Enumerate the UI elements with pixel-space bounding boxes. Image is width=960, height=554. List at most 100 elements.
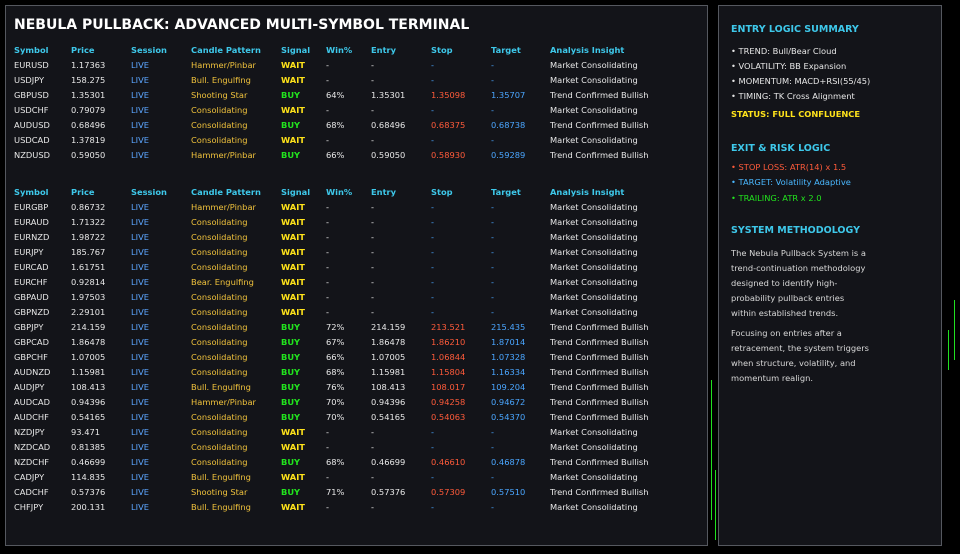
table-cell: 0.46610 [431, 457, 466, 467]
table-cell: - [491, 60, 494, 70]
table-cell: 76% [326, 382, 345, 392]
table-cell: - [371, 202, 374, 212]
table-cell: - [491, 472, 494, 482]
table-cell: - [431, 75, 434, 85]
table-cell: - [491, 442, 494, 452]
table-cell: NZDCAD [14, 442, 51, 452]
table-cell: GBPJPY [14, 322, 44, 332]
table-cell: CHFJPY [14, 502, 44, 512]
table-cell: 0.54063 [431, 412, 466, 422]
table-cell: Consolidating [191, 412, 248, 422]
table-cell: - [431, 502, 434, 512]
table-cell: BUY [281, 337, 301, 347]
table-cell: - [371, 232, 374, 242]
table-cell: Trend Confirmed Bullish [550, 90, 649, 100]
logic-item: • MOMENTUM: MACD+RSI(55/45) [731, 76, 871, 86]
table-cell: LIVE [131, 367, 149, 377]
table-cell: WAIT [281, 105, 305, 115]
table-cell: Consolidating [191, 352, 248, 362]
table-cell: EURJPY [14, 247, 44, 257]
column-header: Price [71, 45, 95, 55]
table-cell: LIVE [131, 90, 149, 100]
table-cell: - [491, 232, 494, 242]
table-cell: 0.57376 [71, 487, 106, 497]
table-cell: EURCHF [14, 277, 48, 287]
table-cell: 1.16334 [491, 367, 526, 377]
table-cell: Consolidating [191, 322, 248, 332]
method-text: within established trends. [731, 308, 839, 318]
table-cell: 67% [326, 337, 345, 347]
table-cell: LIVE [131, 412, 149, 422]
table-cell: 1.35301 [71, 90, 106, 100]
table-cell: - [326, 442, 329, 452]
table-cell: GBPCAD [14, 337, 49, 347]
table-cell: Hammer/Pinbar [191, 202, 256, 212]
table-cell: LIVE [131, 135, 149, 145]
table-cell: - [326, 247, 329, 257]
table-cell: 214.159 [71, 322, 106, 332]
table-cell: Market Consolidating [550, 75, 638, 85]
table-cell: 64% [326, 90, 345, 100]
table-cell: Consolidating [191, 217, 248, 227]
logic-item: • VOLATILITY: BB Expansion [731, 61, 847, 71]
table-cell: BUY [281, 487, 301, 497]
table-cell: 0.46699 [71, 457, 106, 467]
table-cell: WAIT [281, 75, 305, 85]
table-cell: 213.521 [431, 322, 466, 332]
table-cell: 1.87014 [491, 337, 526, 347]
table-cell: AUDCHF [14, 412, 49, 422]
table-cell: 0.94396 [71, 397, 106, 407]
table-cell: - [371, 277, 374, 287]
table-cell: 0.59050 [371, 150, 406, 160]
table-cell: LIVE [131, 427, 149, 437]
table-cell: EURUSD [14, 60, 49, 70]
table-cell: - [431, 262, 434, 272]
table-cell: 0.46878 [491, 457, 526, 467]
table-cell: Consolidating [191, 427, 248, 437]
table-cell: - [326, 202, 329, 212]
table-cell: - [431, 135, 434, 145]
table-cell: Trend Confirmed Bullish [550, 367, 649, 377]
table-cell: 0.68496 [371, 120, 406, 130]
table-cell: LIVE [131, 292, 149, 302]
table-cell: LIVE [131, 247, 149, 257]
table-cell: WAIT [281, 502, 305, 512]
table-cell: 109.204 [491, 382, 526, 392]
table-cell: - [371, 262, 374, 272]
table-cell: - [371, 472, 374, 482]
table-cell: - [431, 442, 434, 452]
column-header: Target [491, 45, 521, 55]
table-cell: 0.57376 [371, 487, 406, 497]
table-cell: Bear. Engulfing [191, 277, 254, 287]
table-cell: 1.35098 [431, 90, 466, 100]
table-cell: BUY [281, 120, 301, 130]
table-cell: - [491, 307, 494, 317]
column-header: Session [131, 45, 167, 55]
table-cell: - [371, 217, 374, 227]
method-text: when structure, volatility, and [731, 358, 856, 368]
method-text: probability pullback entries [731, 293, 845, 303]
table-cell: AUDUSD [14, 120, 50, 130]
table-cell: Market Consolidating [550, 427, 638, 437]
table-cell: - [371, 442, 374, 452]
table-cell: 0.86732 [71, 202, 106, 212]
table-cell: - [491, 292, 494, 302]
table-cell: - [326, 60, 329, 70]
table-cell: 1.15981 [71, 367, 106, 377]
table-cell: 1.61751 [71, 262, 106, 272]
table-cell: 108.413 [371, 382, 406, 392]
table-cell: GBPUSD [14, 90, 49, 100]
table-cell: WAIT [281, 202, 305, 212]
table-cell: - [431, 427, 434, 437]
table-cell: Trend Confirmed Bullish [550, 457, 649, 467]
table-cell: Consolidating [191, 105, 248, 115]
table-cell: BUY [281, 352, 301, 362]
table-cell: WAIT [281, 292, 305, 302]
table-cell: 1.86210 [431, 337, 466, 347]
trailing-rule: • TRAILING: ATR x 2.0 [731, 193, 822, 203]
table-cell: Shooting Star [191, 90, 248, 100]
table-cell: Consolidating [191, 247, 248, 257]
table-cell: EURAUD [14, 217, 49, 227]
table-cell: Trend Confirmed Bullish [550, 382, 649, 392]
table-cell: USDCAD [14, 135, 50, 145]
